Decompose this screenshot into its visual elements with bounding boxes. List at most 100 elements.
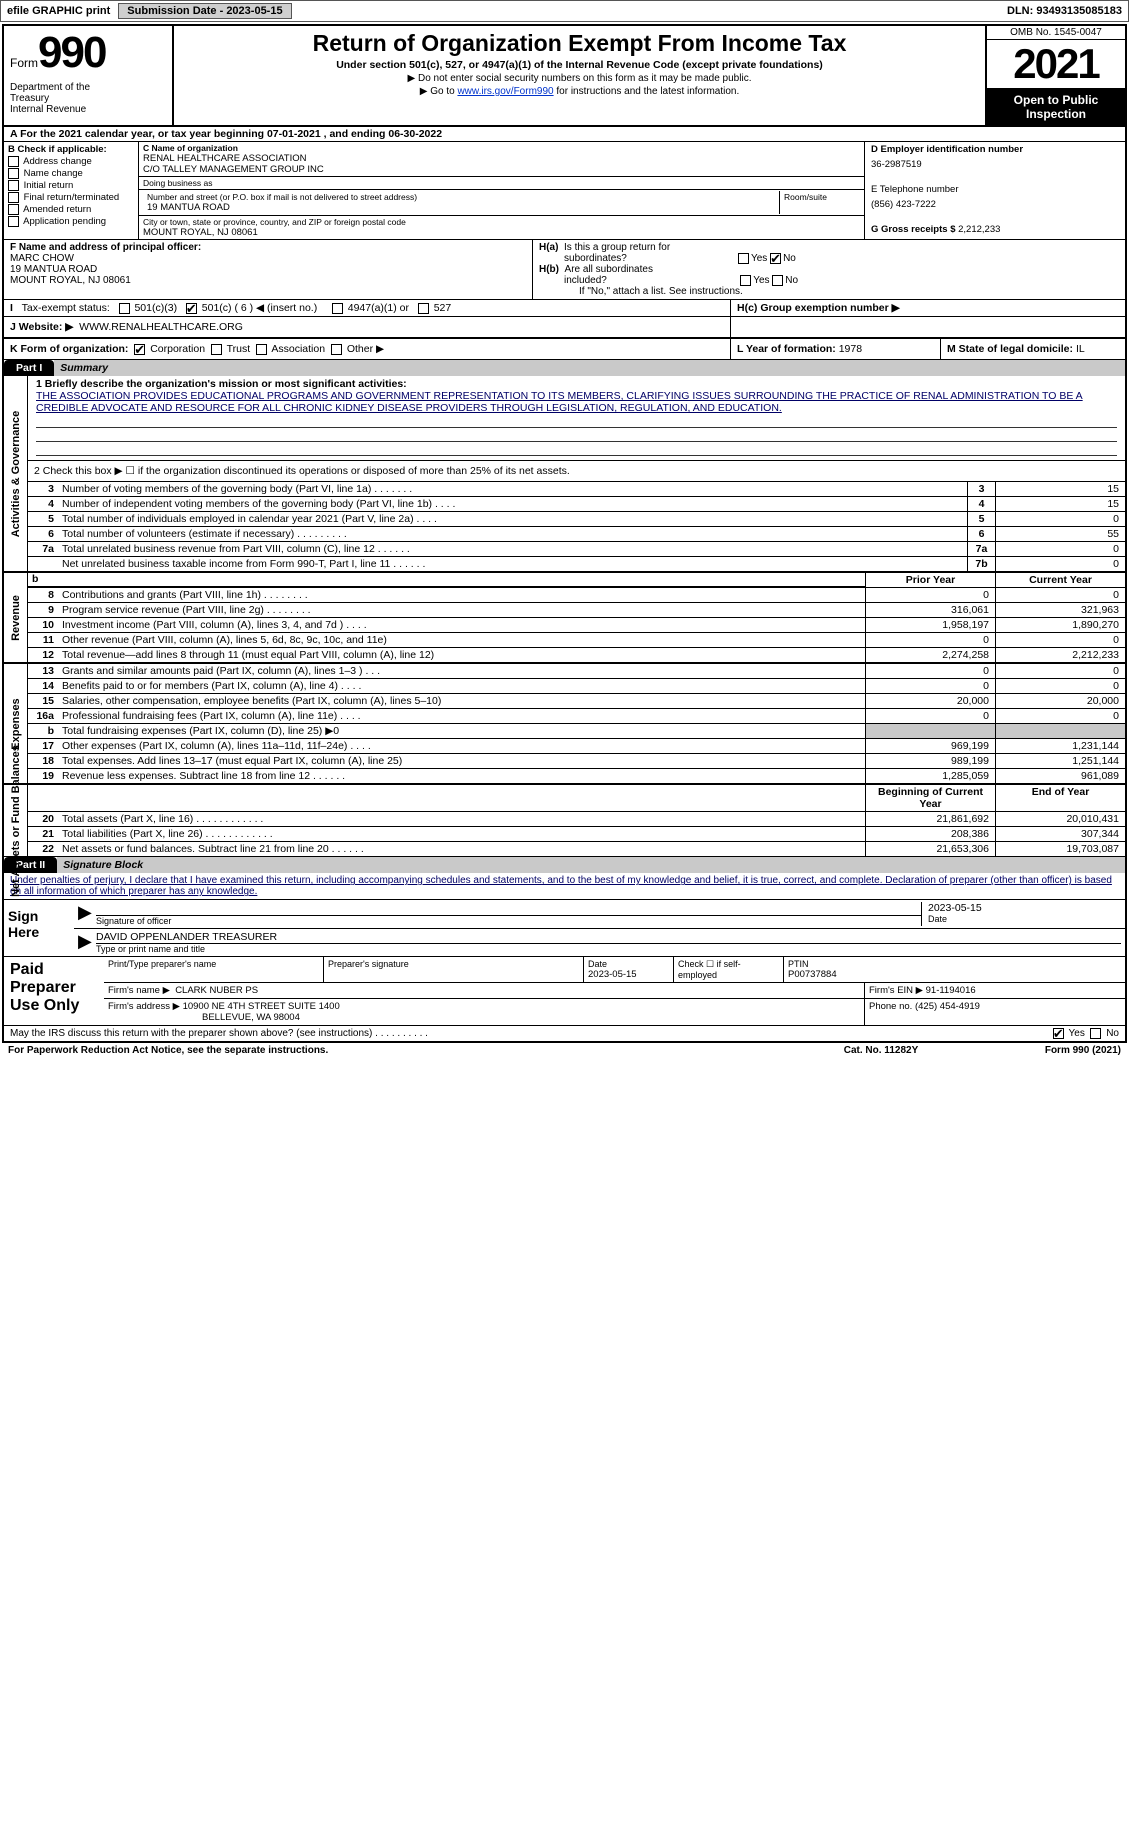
cb-address-change[interactable]: Address change bbox=[8, 156, 134, 167]
section-b: B Check if applicable: Address change Na… bbox=[4, 142, 139, 239]
org-care-of: C/O TALLEY MANAGEMENT GROUP INC bbox=[143, 164, 860, 175]
firm-phone: (425) 454-4919 bbox=[915, 1001, 980, 1012]
exp-line-18: 18Total expenses. Add lines 13–17 (must … bbox=[28, 754, 1125, 769]
tax-year: 2021 bbox=[987, 40, 1125, 89]
cb-initial-return[interactable]: Initial return bbox=[8, 180, 134, 191]
part1-header: Part I Summary bbox=[4, 360, 1125, 376]
form-header: Form990 Department of theTreasuryInterna… bbox=[4, 26, 1125, 127]
form-title: Return of Organization Exempt From Incom… bbox=[182, 30, 977, 57]
gov-line-6: 6Total number of volunteers (estimate if… bbox=[28, 527, 1125, 542]
ein: 36-2987519 bbox=[871, 159, 1119, 170]
net-assets-section: Net Assets or Fund Balances Beginning of… bbox=[4, 785, 1125, 857]
preparer-row2: Firm's name ▶ CLARK NUBER PS Firm's EIN … bbox=[104, 983, 1125, 999]
paid-preparer-block: Paid Preparer Use Only Print/Type prepar… bbox=[4, 956, 1125, 1025]
perjury-statement: Under penalties of perjury, I declare th… bbox=[4, 873, 1125, 899]
officer-typed-name: DAVID OPPENLANDER TREASURER bbox=[96, 931, 1121, 944]
discuss-row: May the IRS discuss this return with the… bbox=[4, 1025, 1125, 1041]
cb-amended-return[interactable]: Amended return bbox=[8, 204, 134, 215]
section-k-l-m: K Form of organization: Corporation Trus… bbox=[4, 339, 1125, 360]
page-footer: For Paperwork Reduction Act Notice, see … bbox=[2, 1043, 1127, 1058]
section-c: C Name of organization RENAL HEALTHCARE … bbox=[139, 142, 865, 239]
gov-line-4: 4Number of independent voting members of… bbox=[28, 497, 1125, 512]
mission-text: THE ASSOCIATION PROVIDES EDUCATIONAL PRO… bbox=[36, 390, 1117, 414]
signature-arrow-icon: ▶ bbox=[78, 902, 96, 926]
phone: (856) 423-7222 bbox=[871, 199, 1119, 210]
cb-final-return[interactable]: Final return/terminated bbox=[8, 192, 134, 203]
gov-line-7a: 7aTotal unrelated business revenue from … bbox=[28, 542, 1125, 557]
section-i: I Tax-exempt status: 501(c)(3) 501(c) ( … bbox=[4, 300, 730, 316]
preparer-row3: Firm's address ▶ 10900 NE 4TH STREET SUI… bbox=[104, 999, 1125, 1025]
form-990-frame: Form990 Department of theTreasuryInterna… bbox=[2, 24, 1127, 1043]
top-toolbar: efile GRAPHIC print Submission Date - 20… bbox=[0, 0, 1129, 22]
omb-number: OMB No. 1545-0047 bbox=[987, 26, 1125, 40]
na-line-21: 21Total liabilities (Part X, line 26) . … bbox=[28, 827, 1125, 842]
header-left: Form990 Department of theTreasuryInterna… bbox=[4, 26, 174, 125]
gov-line-3: 3Number of voting members of the governi… bbox=[28, 482, 1125, 497]
org-name: RENAL HEALTHCARE ASSOCIATION bbox=[143, 153, 860, 164]
instructions-link[interactable]: www.irs.gov/Form990 bbox=[457, 86, 553, 97]
efile-label: efile GRAPHIC print bbox=[1, 5, 116, 17]
cb-application-pending[interactable]: Application pending bbox=[8, 216, 134, 227]
street-address: 19 MANTUA ROAD bbox=[147, 202, 775, 213]
header-sub1: Under section 501(c), 527, or 4947(a)(1)… bbox=[182, 59, 977, 71]
ptin: P00737884 bbox=[788, 969, 1121, 980]
dept-label: Department of theTreasuryInternal Revenu… bbox=[10, 82, 166, 115]
line-2: 2 Check this box ▶ ☐ if the organization… bbox=[28, 461, 1125, 482]
sig-name-line: ▶ DAVID OPPENLANDER TREASURER Type or pr… bbox=[74, 929, 1125, 956]
gov-line-5: 5Total number of individuals employed in… bbox=[28, 512, 1125, 527]
preparer-row1: Print/Type preparer's name Preparer's si… bbox=[104, 957, 1125, 983]
form-number: 990 bbox=[38, 28, 105, 77]
year-header-revenue: b Prior Year Current Year bbox=[28, 573, 1125, 588]
gov-line-7b: Net unrelated business taxable income fr… bbox=[28, 557, 1125, 571]
section-j: J Website: ▶ WWW.RENALHEALTHCARE.ORG bbox=[4, 317, 1125, 339]
exp-line-15: 15Salaries, other compensation, employee… bbox=[28, 694, 1125, 709]
header-sub3: ▶ Go to www.irs.gov/Form990 for instruct… bbox=[182, 86, 977, 97]
mission-block: 1 Briefly describe the organization's mi… bbox=[28, 376, 1125, 461]
rev-line-9: 9Program service revenue (Part VIII, lin… bbox=[28, 603, 1125, 618]
gross-receipts: 2,212,233 bbox=[958, 224, 1000, 235]
exp-line-13: 13Grants and similar amounts paid (Part … bbox=[28, 664, 1125, 679]
activities-governance-section: Activities & Governance 1 Briefly descri… bbox=[4, 376, 1125, 573]
header-sub2: ▶ Do not enter social security numbers o… bbox=[182, 73, 977, 84]
exp-line-19: 19Revenue less expenses. Subtract line 1… bbox=[28, 769, 1125, 783]
sig-officer-line: ▶ Signature of officer 2023-05-15 Date bbox=[74, 900, 1125, 929]
side-label-netassets: Net Assets or Fund Balances bbox=[4, 785, 28, 856]
na-line-22: 22Net assets or fund balances. Subtract … bbox=[28, 842, 1125, 856]
dln-label: DLN: 93493135085183 bbox=[1007, 5, 1128, 17]
section-k: K Form of organization: Corporation Trus… bbox=[4, 339, 730, 359]
side-label-governance: Activities & Governance bbox=[4, 376, 28, 571]
year-header-netassets: Beginning of Current Year End of Year bbox=[28, 785, 1125, 812]
rev-line-8: 8Contributions and grants (Part VIII, li… bbox=[28, 588, 1125, 603]
side-label-revenue: Revenue bbox=[4, 573, 28, 662]
section-hc: H(c) Group exemption number ▶ bbox=[730, 300, 1125, 316]
officer-name: MARC CHOW bbox=[10, 253, 526, 264]
website-link[interactable]: WWW.RENALHEALTHCARE.ORG bbox=[79, 321, 243, 333]
na-line-20: 20Total assets (Part X, line 16) . . . .… bbox=[28, 812, 1125, 827]
expenses-section: Expenses 13Grants and similar amounts pa… bbox=[4, 664, 1125, 785]
section-f: F Name and address of principal officer:… bbox=[4, 240, 533, 299]
rev-line-11: 11Other revenue (Part VIII, column (A), … bbox=[28, 633, 1125, 648]
city-state-zip: MOUNT ROYAL, NJ 08061 bbox=[143, 227, 860, 238]
exp-line-14: 14Benefits paid to or for members (Part … bbox=[28, 679, 1125, 694]
firm-name: CLARK NUBER PS bbox=[175, 985, 258, 996]
period-row: A For the 2021 calendar year, or tax yea… bbox=[4, 127, 1125, 142]
section-i-hc: I Tax-exempt status: 501(c)(3) 501(c) ( … bbox=[4, 300, 1125, 317]
exp-line-17: 17Other expenses (Part IX, column (A), l… bbox=[28, 739, 1125, 754]
sign-here-row: Sign Here ▶ Signature of officer 2023-05… bbox=[4, 899, 1125, 956]
section-l: L Year of formation: 1978 bbox=[730, 339, 940, 359]
exp-line-b: bTotal fundraising expenses (Part IX, co… bbox=[28, 724, 1125, 739]
part2-header: Part II Signature Block bbox=[4, 857, 1125, 873]
open-to-public: Open to Public Inspection bbox=[987, 89, 1125, 125]
cb-name-change[interactable]: Name change bbox=[8, 168, 134, 179]
header-center: Return of Organization Exempt From Incom… bbox=[174, 26, 985, 125]
revenue-section: Revenue b Prior Year Current Year 8Contr… bbox=[4, 573, 1125, 664]
section-d-e-g: D Employer identification number 36-2987… bbox=[865, 142, 1125, 239]
section-h: H(a) Is this a group return for subordin… bbox=[533, 240, 1125, 299]
header-right: OMB No. 1545-0047 2021 Open to Public In… bbox=[985, 26, 1125, 125]
signature-arrow-icon: ▶ bbox=[78, 931, 96, 954]
submission-date-button[interactable]: Submission Date - 2023-05-15 bbox=[118, 3, 291, 19]
rev-line-12: 12Total revenue—add lines 8 through 11 (… bbox=[28, 648, 1125, 662]
form-prefix: Form bbox=[10, 56, 38, 70]
section-m: M State of legal domicile: IL bbox=[940, 339, 1125, 359]
section-b-c-d: B Check if applicable: Address change Na… bbox=[4, 142, 1125, 240]
